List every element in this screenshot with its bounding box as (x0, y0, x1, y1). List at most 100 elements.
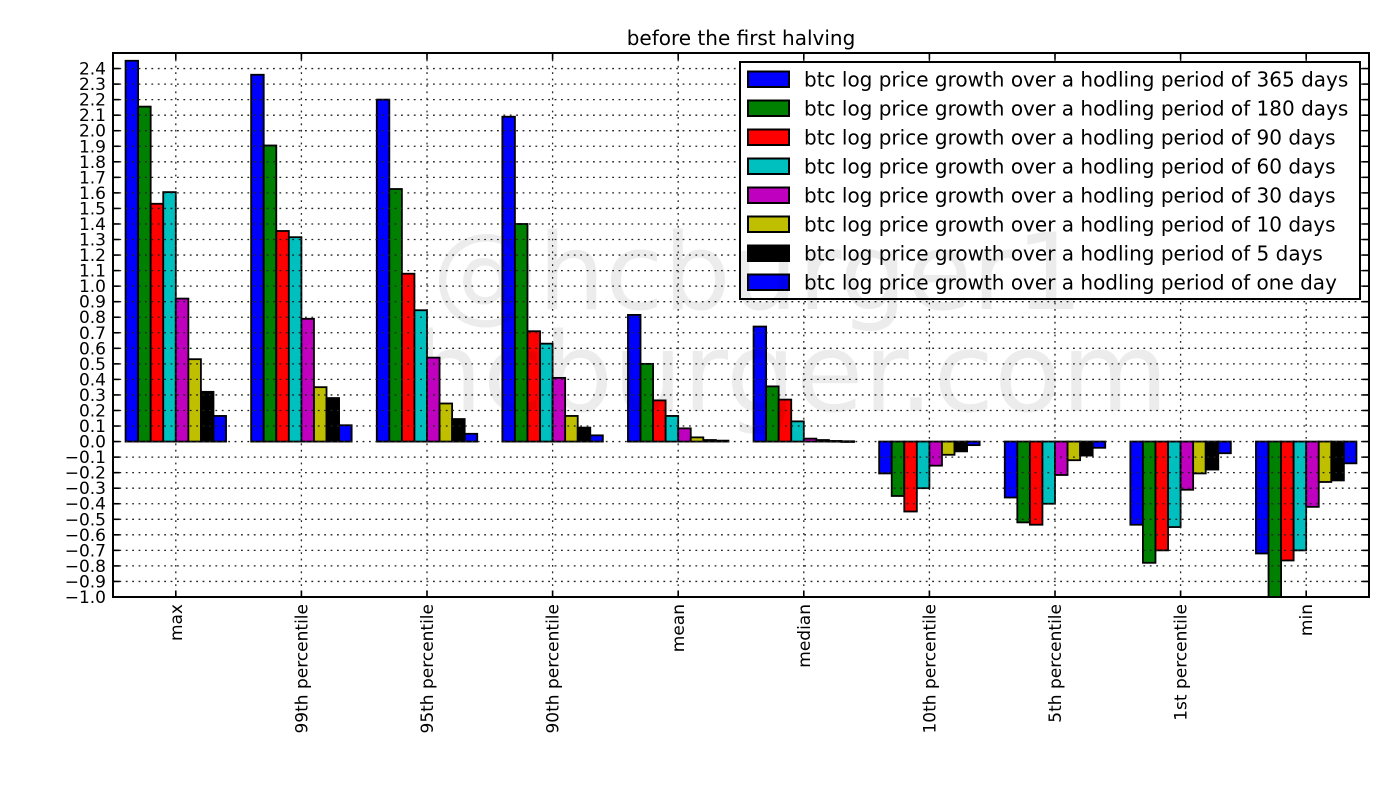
ytick-label: 1.9 (79, 137, 106, 157)
ytick-label: 0.2 (79, 401, 106, 421)
ytick-label: −0.1 (65, 448, 106, 468)
xtick-label-1st-percentile: 1st percentile (1172, 604, 1192, 721)
bar-max-series-6 (200, 390, 215, 443)
bar-mean-series-3 (664, 415, 680, 443)
ytick-label: −0.4 (65, 495, 106, 515)
bar-max-series-7 (212, 415, 227, 443)
bar-10th-percentile-series-7 (966, 440, 981, 447)
xtick-label-99th-percentile: 99th percentile (292, 604, 312, 734)
bar-max-series-1 (137, 105, 152, 443)
legend-swatch-7 (747, 273, 790, 291)
bar-10th-percentile-series-2 (903, 440, 918, 513)
ytick-label: 1.6 (79, 184, 106, 204)
axes-frame (112, 52, 1370, 598)
ytick-label: 0.8 (79, 308, 106, 328)
ytick-label: −0.8 (65, 557, 106, 577)
bar-10th-percentile-series-4 (928, 440, 943, 467)
bar-95th-percentile-series-4 (426, 356, 441, 443)
ytick-label: 1.8 (79, 153, 106, 173)
bar-max-series-0 (124, 59, 140, 443)
legend-swatch-1 (747, 99, 790, 117)
ytick-label: 2.3 (79, 75, 106, 95)
bar-5th-percentile-series-0 (1003, 440, 1019, 499)
ytick-label: 1.0 (79, 277, 106, 297)
ytick-label: 0.7 (79, 324, 106, 344)
ytick-label: 2.4 (79, 60, 106, 80)
bar-1st-percentile-series-7 (1217, 440, 1232, 455)
bar-90th-percentile-series-3 (539, 342, 554, 443)
bar-5th-percentile-series-6 (1079, 440, 1094, 457)
bar-99th-percentile-series-6 (325, 397, 340, 443)
bar-10th-percentile-series-6 (953, 440, 968, 453)
bar-median-series-7 (840, 440, 855, 443)
bar-mean-series-1 (639, 362, 654, 443)
bar-95th-percentile-series-3 (413, 309, 428, 443)
bar-95th-percentile-series-5 (438, 402, 454, 443)
xtick-label-5th-percentile: 5th percentile (1046, 604, 1066, 723)
xtick-label-median: median (795, 604, 815, 668)
bar-90th-percentile-series-6 (576, 426, 592, 443)
bar-mean-series-4 (677, 427, 692, 443)
ytick-label: 0.6 (79, 339, 106, 359)
ytick-label: 2.2 (79, 91, 106, 111)
bar-1st-percentile-series-1 (1142, 440, 1157, 564)
legend-swatch-2 (747, 128, 790, 146)
legend-swatch-3 (747, 157, 790, 175)
ytick-label: 2.1 (79, 106, 106, 126)
legend-label-6: btc log price growth over a hodling peri… (804, 241, 1323, 265)
xtick-label-min: min (1297, 604, 1317, 636)
legend-label-5: btc log price growth over a hodling peri… (804, 212, 1336, 236)
ytick-label: 2.0 (79, 122, 106, 142)
xtick-label-95th-percentile: 95th percentile (418, 604, 438, 734)
ytick-label: 1.1 (79, 262, 106, 282)
ytick-label: 0.3 (79, 386, 106, 406)
ytick-label: −1.0 (65, 588, 106, 608)
bar-max-series-5 (187, 358, 202, 443)
bar-99th-percentile-series-1 (262, 144, 278, 443)
bar-95th-percentile-series-7 (463, 432, 479, 443)
bar-min-series-7 (1342, 440, 1358, 465)
ytick-label: −0.2 (65, 464, 106, 484)
legend-label-7: btc log price growth over a hodling peri… (804, 270, 1337, 294)
bar-1st-percentile-series-4 (1179, 440, 1195, 491)
bar-median-series-3 (790, 420, 805, 443)
bar-10th-percentile-series-5 (941, 440, 956, 456)
legend-label-3: btc log price growth over a hodling peri… (804, 154, 1336, 178)
bar-90th-percentile-series-5 (564, 415, 579, 443)
bar-min-series-0 (1255, 440, 1270, 555)
bar-mean-series-0 (627, 313, 642, 443)
ytick-label: 1.5 (79, 199, 106, 219)
bar-5th-percentile-series-2 (1028, 440, 1044, 526)
xtick-label-10th-percentile: 10th percentile (920, 604, 940, 734)
legend-label-4: btc log price growth over a hodling peri… (804, 183, 1336, 207)
ytick-label: 1.3 (79, 231, 106, 251)
ytick-label: 1.7 (79, 168, 106, 188)
ytick-label: 1.4 (79, 215, 106, 235)
legend-swatch-5 (747, 215, 790, 233)
bar-min-series-4 (1305, 440, 1320, 508)
legend-swatch-0 (747, 70, 790, 88)
bar-min-series-2 (1280, 440, 1295, 562)
legend-swatch-4 (747, 186, 790, 204)
xtick-label-max: max (167, 604, 187, 641)
bar-5th-percentile-series-4 (1054, 440, 1069, 476)
ytick-label: 1.2 (79, 246, 106, 266)
ytick-label: 0.4 (79, 370, 106, 390)
bar-99th-percentile-series-7 (338, 424, 353, 443)
bar-10th-percentile-series-1 (890, 440, 906, 497)
bar-1st-percentile-series-6 (1204, 440, 1220, 471)
ytick-label: 0.5 (79, 355, 106, 375)
bar-min-series-5 (1317, 440, 1333, 483)
ytick-label: 0.0 (79, 433, 106, 453)
bar-95th-percentile-series-6 (451, 418, 466, 443)
bar-10th-percentile-series-3 (915, 440, 931, 490)
legend-label-2: btc log price growth over a hodling peri… (804, 125, 1336, 149)
bar-min-series-3 (1292, 440, 1308, 552)
bar-99th-percentile-series-0 (250, 73, 265, 443)
ytick-label: 0.1 (79, 417, 106, 437)
bar-1st-percentile-series-3 (1167, 440, 1182, 528)
ytick-label: −0.7 (65, 541, 106, 561)
xtick-label-90th-percentile: 90th percentile (544, 604, 564, 734)
